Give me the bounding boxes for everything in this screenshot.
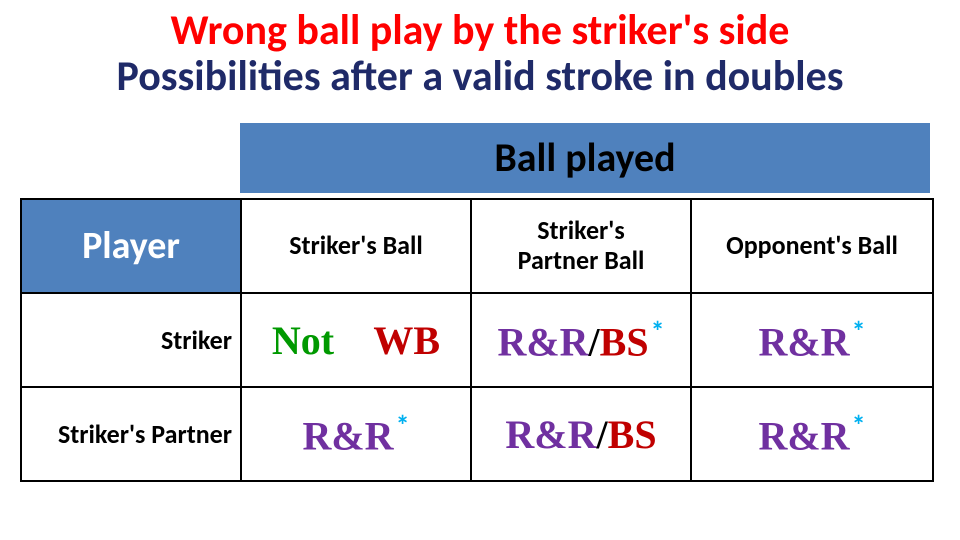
cell-striker-own: Not WB	[241, 293, 471, 387]
cell-striker-partner: R&R/BS*	[471, 293, 691, 387]
wb-text: WB	[373, 318, 440, 363]
table-row: Striker's Partner R&R* R&R/BS R&R*	[21, 387, 933, 481]
sep-text: /	[597, 412, 608, 457]
rr-text: R&R	[758, 414, 849, 459]
col-opponent-ball: Opponent's Ball	[691, 199, 933, 293]
row-striker-label: Striker	[21, 293, 241, 387]
star-icon: *	[852, 408, 866, 443]
col-partner-ball: Striker's Partner Ball	[471, 199, 691, 293]
col-partner-ball-line1: Striker's	[537, 214, 624, 246]
star-icon: *	[396, 408, 410, 443]
table-row: Striker Not WB R&R/BS* R&R*	[21, 293, 933, 387]
table-header-row: Player Striker's Ball Striker's Partner …	[21, 199, 933, 293]
rr-text: R&R	[758, 320, 849, 365]
col-strikers-ball: Striker's Ball	[241, 199, 471, 293]
player-header: Player	[21, 199, 241, 293]
cell-partner-partner: R&R/BS	[471, 387, 691, 481]
star-icon: *	[651, 314, 665, 349]
bs-text: BS	[600, 320, 649, 365]
rr-text: R&R	[497, 320, 588, 365]
title-line-1: Wrong ball play by the striker's side	[0, 8, 960, 54]
title-line-2-emph: doubles	[705, 51, 843, 102]
star-icon: *	[852, 314, 866, 349]
rules-table: Player Striker's Ball Striker's Partner …	[20, 198, 934, 482]
title-line-2-prefix: Possibilities after a valid stroke in	[117, 51, 706, 102]
slide: Wrong ball play by the striker's side Po…	[0, 0, 960, 540]
rr-text: R&R	[302, 414, 393, 459]
cell-partner-opponent: R&R*	[691, 387, 933, 481]
rr-text: R&R	[505, 412, 596, 457]
sep-text: /	[589, 320, 600, 365]
not-text: Not	[272, 318, 334, 363]
cell-striker-opponent: R&R*	[691, 293, 933, 387]
bs-text: BS	[608, 412, 657, 457]
title-block: Wrong ball play by the striker's side Po…	[0, 0, 960, 100]
ball-played-header: Ball played	[240, 123, 930, 193]
col-partner-ball-line2: Partner Ball	[518, 244, 645, 276]
cell-partner-own: R&R*	[241, 387, 471, 481]
row-partner-label: Striker's Partner	[21, 387, 241, 481]
title-line-2: Possibilities after a valid stroke in do…	[0, 54, 960, 100]
